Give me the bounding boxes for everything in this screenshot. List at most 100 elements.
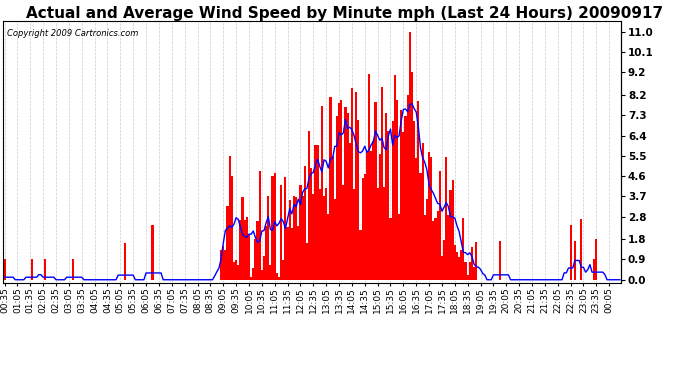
Bar	[422, 143, 424, 280]
Bar	[299, 185, 302, 280]
Bar	[368, 74, 370, 280]
Bar	[282, 260, 284, 280]
Bar	[308, 131, 310, 280]
Bar	[441, 255, 443, 280]
Bar	[355, 92, 357, 280]
Bar	[366, 152, 368, 280]
Bar	[398, 214, 400, 280]
Bar	[375, 102, 377, 280]
Bar	[252, 268, 255, 280]
Bar	[381, 87, 383, 280]
Bar	[269, 265, 271, 280]
Text: Actual and Average Wind Speed by Minute mph (Last 24 Hours) 20090917: Actual and Average Wind Speed by Minute …	[26, 6, 664, 21]
Bar	[257, 221, 259, 280]
Bar	[437, 211, 439, 280]
Bar	[415, 158, 417, 280]
Bar	[321, 105, 323, 280]
Bar	[237, 265, 239, 280]
Bar	[280, 185, 282, 280]
Bar	[569, 225, 572, 280]
Bar	[230, 176, 233, 280]
Bar	[449, 189, 451, 280]
Bar	[435, 217, 437, 280]
Bar	[430, 158, 433, 280]
Bar	[315, 144, 317, 280]
Bar	[302, 196, 304, 280]
Bar	[351, 88, 353, 280]
Bar	[317, 146, 319, 280]
Bar	[451, 180, 454, 280]
Bar	[306, 243, 308, 280]
Bar	[261, 270, 263, 280]
Bar	[460, 250, 462, 280]
Bar	[391, 121, 394, 280]
Bar	[342, 184, 344, 280]
Bar	[357, 120, 359, 280]
Bar	[404, 116, 406, 280]
Bar	[278, 278, 280, 280]
Bar	[340, 100, 342, 280]
Bar	[304, 166, 306, 280]
Bar	[385, 113, 387, 280]
Bar	[466, 275, 469, 280]
Bar	[239, 220, 241, 280]
Bar	[290, 228, 293, 280]
Bar	[580, 219, 582, 280]
Bar	[426, 198, 428, 280]
Bar	[151, 225, 154, 280]
Bar	[329, 97, 331, 280]
Bar	[359, 230, 362, 280]
Bar	[462, 217, 464, 280]
Bar	[447, 215, 449, 280]
Bar	[373, 141, 375, 280]
Bar	[379, 154, 381, 280]
Bar	[297, 225, 299, 280]
Bar	[400, 111, 402, 280]
Bar	[377, 188, 379, 280]
Bar	[595, 239, 598, 280]
Bar	[338, 103, 340, 280]
Bar	[124, 243, 126, 280]
Bar	[267, 196, 269, 280]
Bar	[244, 220, 246, 280]
Bar	[475, 242, 477, 280]
Bar	[336, 116, 338, 280]
Bar	[246, 217, 248, 280]
Bar	[394, 75, 396, 280]
Bar	[271, 176, 274, 280]
Bar	[439, 171, 441, 280]
Bar	[228, 156, 230, 280]
Bar	[362, 178, 364, 280]
Bar	[406, 95, 408, 280]
Bar	[276, 273, 278, 280]
Bar	[72, 260, 75, 280]
Bar	[31, 260, 34, 280]
Bar	[383, 187, 385, 280]
Bar	[263, 256, 265, 280]
Bar	[248, 235, 250, 280]
Bar	[3, 260, 6, 280]
Bar	[250, 278, 252, 280]
Bar	[325, 188, 327, 280]
Bar	[396, 100, 398, 280]
Bar	[428, 152, 430, 280]
Bar	[288, 200, 290, 280]
Bar	[364, 174, 366, 280]
Text: Copyright 2009 Cartronics.com: Copyright 2009 Cartronics.com	[6, 28, 138, 38]
Bar	[334, 199, 336, 280]
Bar	[420, 172, 422, 280]
Bar	[293, 196, 295, 280]
Bar	[454, 245, 456, 280]
Bar	[284, 177, 286, 280]
Bar	[469, 262, 471, 280]
Bar	[327, 214, 329, 280]
Bar	[259, 171, 261, 280]
Bar	[226, 206, 228, 280]
Bar	[408, 32, 411, 280]
Bar	[274, 173, 276, 280]
Bar	[319, 189, 321, 280]
Bar	[387, 132, 389, 280]
Bar	[286, 227, 288, 280]
Bar	[417, 100, 420, 280]
Bar	[331, 156, 334, 280]
